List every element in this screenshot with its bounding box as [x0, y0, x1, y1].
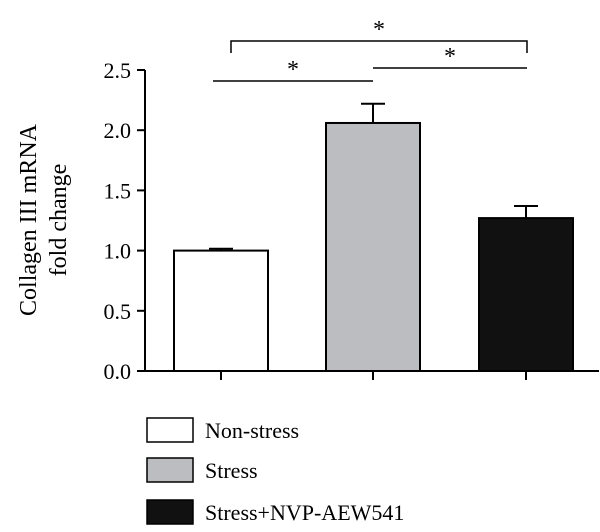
significance-label: *	[373, 17, 385, 43]
legend-label: Stress+NVP-AEW541	[205, 500, 404, 525]
y-tick-label: 0.0	[104, 359, 132, 384]
significance-label: *	[287, 57, 299, 83]
legend-item: Non-stress	[146, 417, 299, 443]
significance-brackets: * * *	[213, 17, 528, 83]
legend-swatch	[146, 417, 194, 443]
significance-bracket: *	[373, 44, 527, 70]
legend-item: Stress+NVP-AEW541	[146, 499, 404, 525]
axes: 0.0 0.5 1.0 1.5 2.0 2.5	[104, 58, 599, 384]
y-tick-label: 2.5	[104, 58, 132, 83]
y-tick-label: 0.5	[104, 299, 132, 324]
bracket-line	[230, 40, 528, 53]
bar-non-stress	[173, 249, 269, 373]
y-tick-label: 2.0	[104, 118, 132, 143]
legend: Non-stress Stress Stress+NVP-AEW541	[146, 417, 404, 525]
y-tick-label: 1.5	[104, 178, 132, 203]
legend-item: Stress	[146, 457, 258, 483]
legend-swatch	[146, 457, 194, 483]
legend-swatch	[146, 499, 194, 525]
bar-stress-nvp-aew541	[478, 217, 574, 372]
legend-label: Stress	[205, 458, 258, 483]
y-axis-label-line-2: fold change	[46, 164, 72, 277]
bars	[173, 102, 574, 373]
y-tick-label: 1.0	[104, 239, 132, 264]
significance-bracket: *	[230, 17, 528, 53]
significance-bracket: *	[213, 57, 373, 83]
significance-label: *	[444, 44, 456, 70]
y-axis-label: Collagen III mRNA fold change	[16, 123, 72, 316]
y-axis-label-line-1: Collagen III mRNA	[16, 123, 42, 316]
bar-stress	[325, 121, 421, 372]
legend-label: Non-stress	[205, 418, 299, 443]
